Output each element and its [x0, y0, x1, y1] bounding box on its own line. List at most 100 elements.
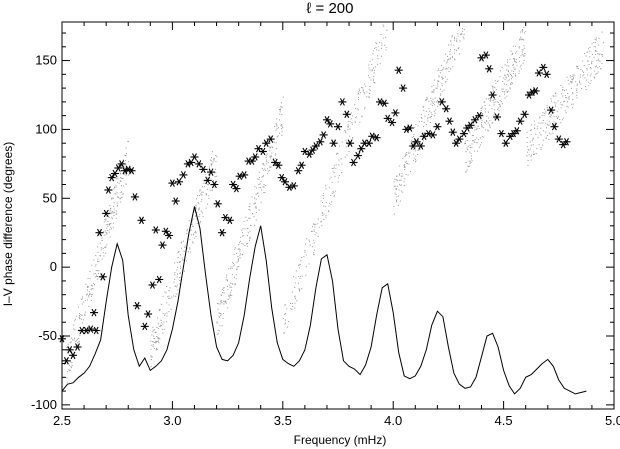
scatter-dot: [481, 125, 483, 127]
scatter-dot: [464, 143, 466, 145]
scatter-dot: [374, 82, 376, 84]
asterisk-point: [542, 70, 551, 79]
asterisk-point: [497, 129, 506, 138]
scatter-dot: [153, 338, 155, 340]
scatter-dot: [309, 244, 311, 246]
scatter-dot: [484, 105, 486, 107]
scatter-dot: [156, 336, 158, 337]
scatter-dot: [533, 120, 535, 122]
scatter-dot: [150, 359, 152, 360]
scatter-dot: [470, 155, 472, 157]
scatter-dot: [555, 102, 557, 104]
scatter-dot: [541, 115, 543, 117]
scatter-dot: [496, 81, 498, 83]
scatter-dot: [237, 256, 239, 257]
scatter-dot: [156, 348, 157, 350]
scatter-dot: [454, 58, 456, 60]
scatter-dot: [177, 257, 179, 258]
scatter-dot: [236, 268, 238, 270]
scatter-dot: [241, 232, 243, 234]
scatter-dot: [454, 59, 456, 61]
scatter-dot: [396, 175, 398, 177]
scatter-dot: [313, 254, 315, 256]
scatter-dot: [491, 108, 493, 110]
scatter-dot: [184, 270, 185, 272]
scatter-dot: [420, 117, 422, 118]
scatter-dot: [415, 124, 417, 126]
scatter-dot: [571, 78, 573, 80]
scatter-dot: [379, 63, 381, 65]
scatter-dot: [114, 186, 116, 188]
scatter-dot: [348, 150, 350, 152]
scatter-dot: [257, 192, 259, 194]
scatter-dot: [313, 229, 315, 231]
asterisk-point: [380, 99, 389, 107]
scatter-dot: [591, 62, 593, 64]
scatter-dot: [122, 168, 124, 170]
scatter-dot: [227, 286, 228, 288]
scatter-dot: [600, 68, 602, 70]
scatter-dot: [169, 287, 171, 289]
scatter-dot: [396, 185, 398, 187]
scatter-dot: [485, 108, 487, 110]
asterisk-point: [262, 139, 271, 147]
scatter-dot: [253, 203, 255, 205]
scatter-dot: [540, 122, 542, 124]
scatter-dot: [109, 205, 111, 207]
scatter-dot: [66, 381, 68, 383]
scatter-dot: [450, 40, 452, 42]
scatter-dot: [504, 79, 506, 81]
scatter-dot: [234, 248, 236, 250]
scatter-dot: [78, 338, 80, 339]
scatter-dot: [448, 44, 450, 46]
scatter-dot: [107, 224, 109, 225]
scatter-dot: [85, 283, 87, 285]
asterisk-point: [383, 114, 392, 123]
scatter-dot: [438, 76, 440, 78]
scatter-dot: [290, 302, 291, 304]
scatter-dot: [545, 122, 547, 124]
scatter-dot: [441, 83, 443, 85]
scatter-dot: [523, 45, 525, 47]
scatter-dot: [507, 74, 509, 76]
scatter-dot: [158, 309, 160, 311]
scatter-dot: [531, 129, 532, 131]
asterisk-point: [86, 325, 95, 333]
scatter-dot: [433, 89, 435, 90]
scatter-dot: [267, 168, 268, 170]
asterisk-point: [232, 184, 241, 193]
asterisk-point: [247, 157, 256, 165]
scatter-dot: [225, 301, 227, 303]
scatter-dot: [157, 323, 159, 325]
scatter-dot: [559, 119, 561, 120]
scatter-dot: [294, 302, 296, 304]
scatter-dot: [480, 110, 482, 111]
y-tick-label: 0: [50, 259, 57, 274]
scatter-dot: [246, 220, 248, 222]
scatter-dot: [300, 275, 302, 277]
scatter-dot: [450, 49, 451, 51]
scatter-dot: [435, 87, 437, 89]
scatter-dot: [397, 204, 399, 206]
scatter-dot: [83, 301, 85, 303]
asterisk-point: [405, 124, 414, 132]
chart-title: ℓ = 200: [307, 0, 354, 17]
scatter-dot: [421, 121, 423, 122]
scatter-dot: [258, 177, 260, 178]
scatter-dot: [393, 181, 395, 183]
scatter-dot: [113, 208, 115, 210]
scatter-dot: [467, 165, 469, 167]
scatter-dot: [107, 225, 109, 227]
scatter-dot: [431, 90, 433, 92]
scatter-dot: [364, 93, 366, 95]
scatter-dot: [396, 188, 398, 190]
scatter-dot: [180, 268, 182, 270]
scatter-dot: [249, 239, 250, 241]
scatter-dot: [563, 100, 565, 102]
scatter-dot: [447, 55, 448, 57]
scatter-dot: [445, 81, 447, 83]
scatter-dot: [260, 186, 262, 188]
scatter-dot: [576, 91, 578, 93]
scatter-dot: [298, 264, 300, 266]
scatter-dot: [113, 188, 115, 190]
